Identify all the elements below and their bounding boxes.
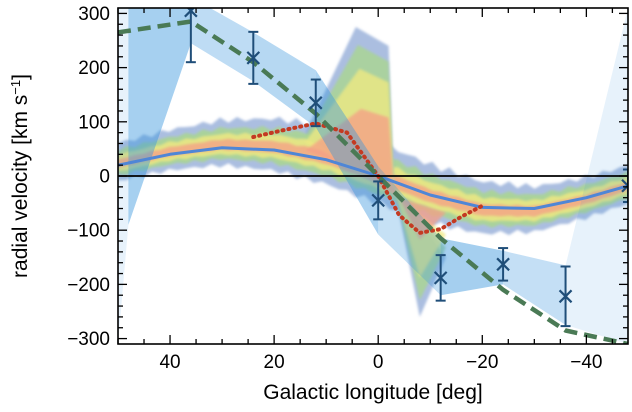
y-tick-label: 200: [78, 58, 110, 79]
data-point-marker: [558, 289, 573, 304]
band-segment: [190, 8, 254, 82]
model-dotted-line: [251, 121, 485, 235]
data-point-marker: [496, 257, 510, 272]
x-tick-label: 40: [159, 352, 180, 373]
data-points: [184, 8, 628, 328]
y-axis-label-close: ]: [9, 74, 32, 80]
data-point-marker: [433, 271, 448, 285]
y-tick-label: −200: [67, 275, 110, 296]
band-segment: [128, 8, 191, 225]
band-segment: [503, 250, 566, 325]
band-segment: [315, 70, 379, 235]
x-tick-label: 0: [373, 352, 384, 373]
data-point-marker: [246, 51, 261, 65]
y-axis-label-exponent: −1: [8, 80, 23, 95]
y-tick-label: 300: [78, 4, 110, 25]
y-tick-label: 0: [99, 167, 110, 188]
x-axis-label: Galactic longitude [deg]: [263, 381, 482, 404]
data-point-marker: [308, 96, 323, 110]
y-tick-label: −100: [67, 221, 110, 242]
data-point-marker: [621, 178, 628, 193]
y-tick-label: 100: [78, 112, 110, 133]
x-tick-label: −20: [466, 352, 498, 373]
y-axis-label-main: radial velocity [km s: [9, 95, 32, 278]
x-tick-label: 20: [264, 352, 285, 373]
data-point-marker: [184, 8, 198, 18]
x-tick-label: −40: [570, 352, 602, 373]
y-tick-label: −300: [67, 329, 110, 350]
band-segment: [378, 166, 441, 296]
y-axis-label: radial velocity [km s−1]: [8, 74, 33, 278]
data-point-marker: [371, 193, 385, 208]
